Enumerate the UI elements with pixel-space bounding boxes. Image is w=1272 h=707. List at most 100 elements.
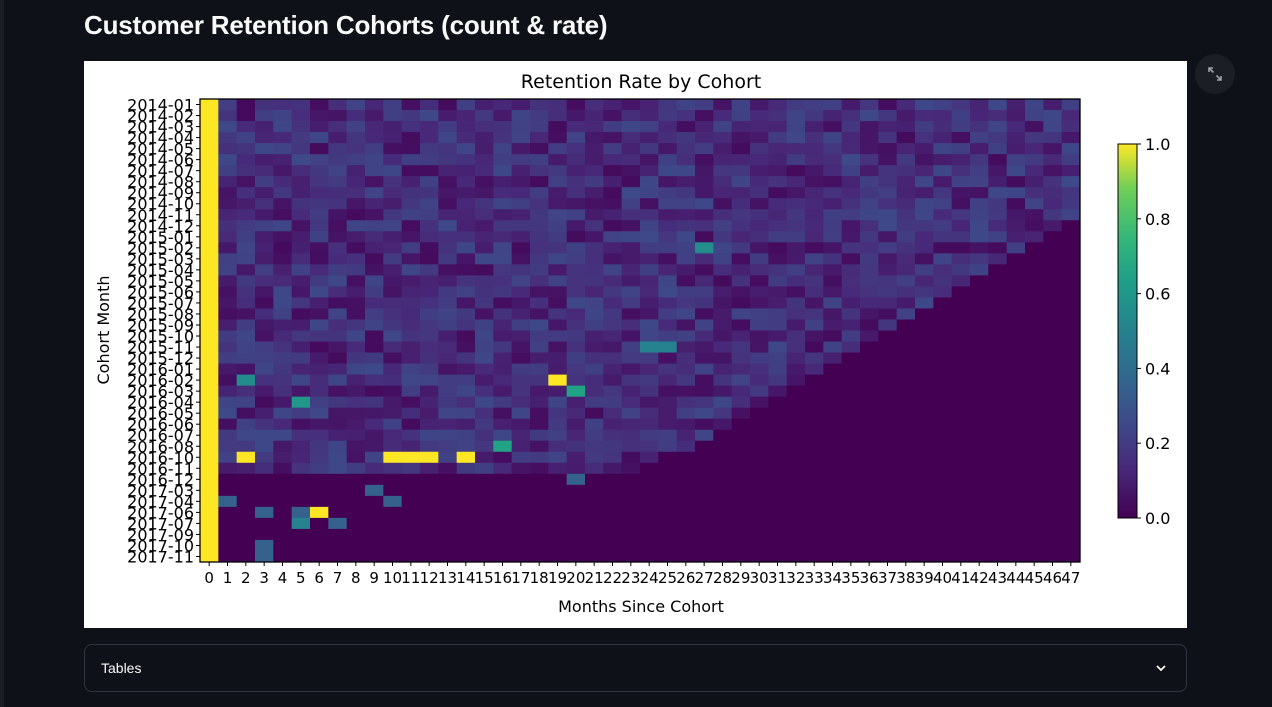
heatmap-cell xyxy=(511,165,531,177)
heatmap-cell xyxy=(621,209,641,221)
heatmap-cell xyxy=(548,176,568,188)
heatmap-cell xyxy=(676,99,696,111)
y-tick-label: 2015-11 xyxy=(127,338,194,357)
tables-expander[interactable]: Tables xyxy=(84,644,1187,692)
heatmap-cell xyxy=(401,528,421,541)
heatmap-cell xyxy=(291,506,311,519)
heatmap-cell xyxy=(603,550,623,563)
heatmap-cell xyxy=(1043,473,1063,486)
heatmap-cell xyxy=(786,132,806,144)
heatmap-cell xyxy=(621,429,641,442)
heatmap-cell xyxy=(566,407,586,420)
heatmap-cell xyxy=(438,132,458,144)
heatmap-cell xyxy=(401,231,421,243)
heatmap-cell xyxy=(695,352,714,364)
heatmap-cell xyxy=(1025,319,1044,331)
heatmap-cell xyxy=(1043,429,1063,442)
heatmap-cell xyxy=(456,264,476,276)
heatmap-cell xyxy=(475,429,494,442)
x-tick-label: 28 xyxy=(713,569,732,587)
heatmap-cell xyxy=(438,286,458,298)
heatmap-cell xyxy=(530,143,549,155)
heatmap-cell xyxy=(695,330,714,342)
x-tick-label: 44 xyxy=(1006,569,1025,587)
heatmap-cell xyxy=(383,176,403,188)
heatmap-cell xyxy=(438,330,458,342)
heatmap-cell xyxy=(200,462,219,475)
heatmap-cell xyxy=(1025,275,1044,287)
heatmap-cell xyxy=(676,110,696,122)
heatmap-cell xyxy=(438,385,458,398)
heatmap-cell xyxy=(475,286,494,298)
heatmap-cell xyxy=(933,528,953,541)
heatmap-cell xyxy=(878,187,898,199)
heatmap-cell xyxy=(1006,330,1026,342)
heatmap-cell xyxy=(328,407,348,420)
heatmap-cell xyxy=(970,209,989,221)
heatmap-cell xyxy=(768,121,788,133)
heatmap-cell xyxy=(658,550,678,563)
heatmap-cell xyxy=(1025,297,1044,309)
colorbar-tick-label: 0.0 xyxy=(1145,509,1170,528)
heatmap-cell xyxy=(548,506,568,519)
heatmap-cell xyxy=(218,374,238,387)
heatmap-cell xyxy=(310,132,329,144)
heatmap-cell xyxy=(915,429,934,442)
heatmap-cell xyxy=(1043,231,1063,243)
heatmap-cell xyxy=(878,407,898,420)
heatmap-cell xyxy=(860,330,879,342)
heatmap-cell xyxy=(456,517,476,530)
heatmap-cell xyxy=(456,231,476,243)
heatmap-cell xyxy=(1061,341,1081,353)
heatmap-cell xyxy=(383,418,403,431)
heatmap-cell xyxy=(401,121,421,133)
heatmap-cell xyxy=(548,484,568,497)
heatmap-cell xyxy=(860,407,879,420)
heatmap-cell xyxy=(200,539,219,552)
heatmap-cell xyxy=(640,352,659,364)
heatmap-cell xyxy=(695,341,714,353)
heatmap-cell xyxy=(805,374,824,387)
heatmap-cell xyxy=(420,275,439,287)
heatmap-cell xyxy=(823,451,843,464)
heatmap-cell xyxy=(860,231,879,243)
fullscreen-button[interactable] xyxy=(1195,54,1235,94)
heatmap-cell xyxy=(365,187,384,199)
heatmap-cell xyxy=(438,165,458,177)
heatmap-cell xyxy=(420,154,439,166)
heatmap-cell xyxy=(603,99,623,111)
heatmap-cell xyxy=(713,506,733,519)
heatmap-cell xyxy=(713,462,733,475)
heatmap-cell xyxy=(585,187,604,199)
heatmap-cell xyxy=(255,330,274,342)
heatmap-cell xyxy=(365,286,384,298)
heatmap-cell xyxy=(603,418,623,431)
heatmap-cell xyxy=(200,528,219,541)
heatmap-cell xyxy=(750,330,769,342)
heatmap-cell xyxy=(841,231,861,243)
heatmap-cell xyxy=(786,495,806,508)
heatmap-cell xyxy=(750,407,769,420)
heatmap-cell xyxy=(383,121,403,133)
heatmap-cell xyxy=(603,451,623,464)
heatmap-cell xyxy=(383,506,403,519)
heatmap-cell xyxy=(951,297,971,309)
heatmap-cell xyxy=(786,143,806,155)
heatmap-cell xyxy=(676,374,696,387)
heatmap-cell xyxy=(310,198,329,210)
heatmap-cell xyxy=(493,286,513,298)
heatmap-cell xyxy=(566,231,586,243)
heatmap-cell xyxy=(255,385,274,398)
heatmap-cell xyxy=(805,506,824,519)
heatmap-cell xyxy=(1043,187,1063,199)
heatmap-cell xyxy=(200,121,219,133)
heatmap-cell xyxy=(255,209,274,221)
heatmap-cell xyxy=(365,363,384,375)
heatmap-cell xyxy=(328,110,348,122)
heatmap-cell xyxy=(310,275,329,287)
heatmap-cell xyxy=(273,220,293,232)
heatmap-cell xyxy=(768,341,788,353)
heatmap-cell xyxy=(640,187,659,199)
y-tick-label: 2016-03 xyxy=(127,382,194,401)
heatmap-cell xyxy=(310,429,329,442)
